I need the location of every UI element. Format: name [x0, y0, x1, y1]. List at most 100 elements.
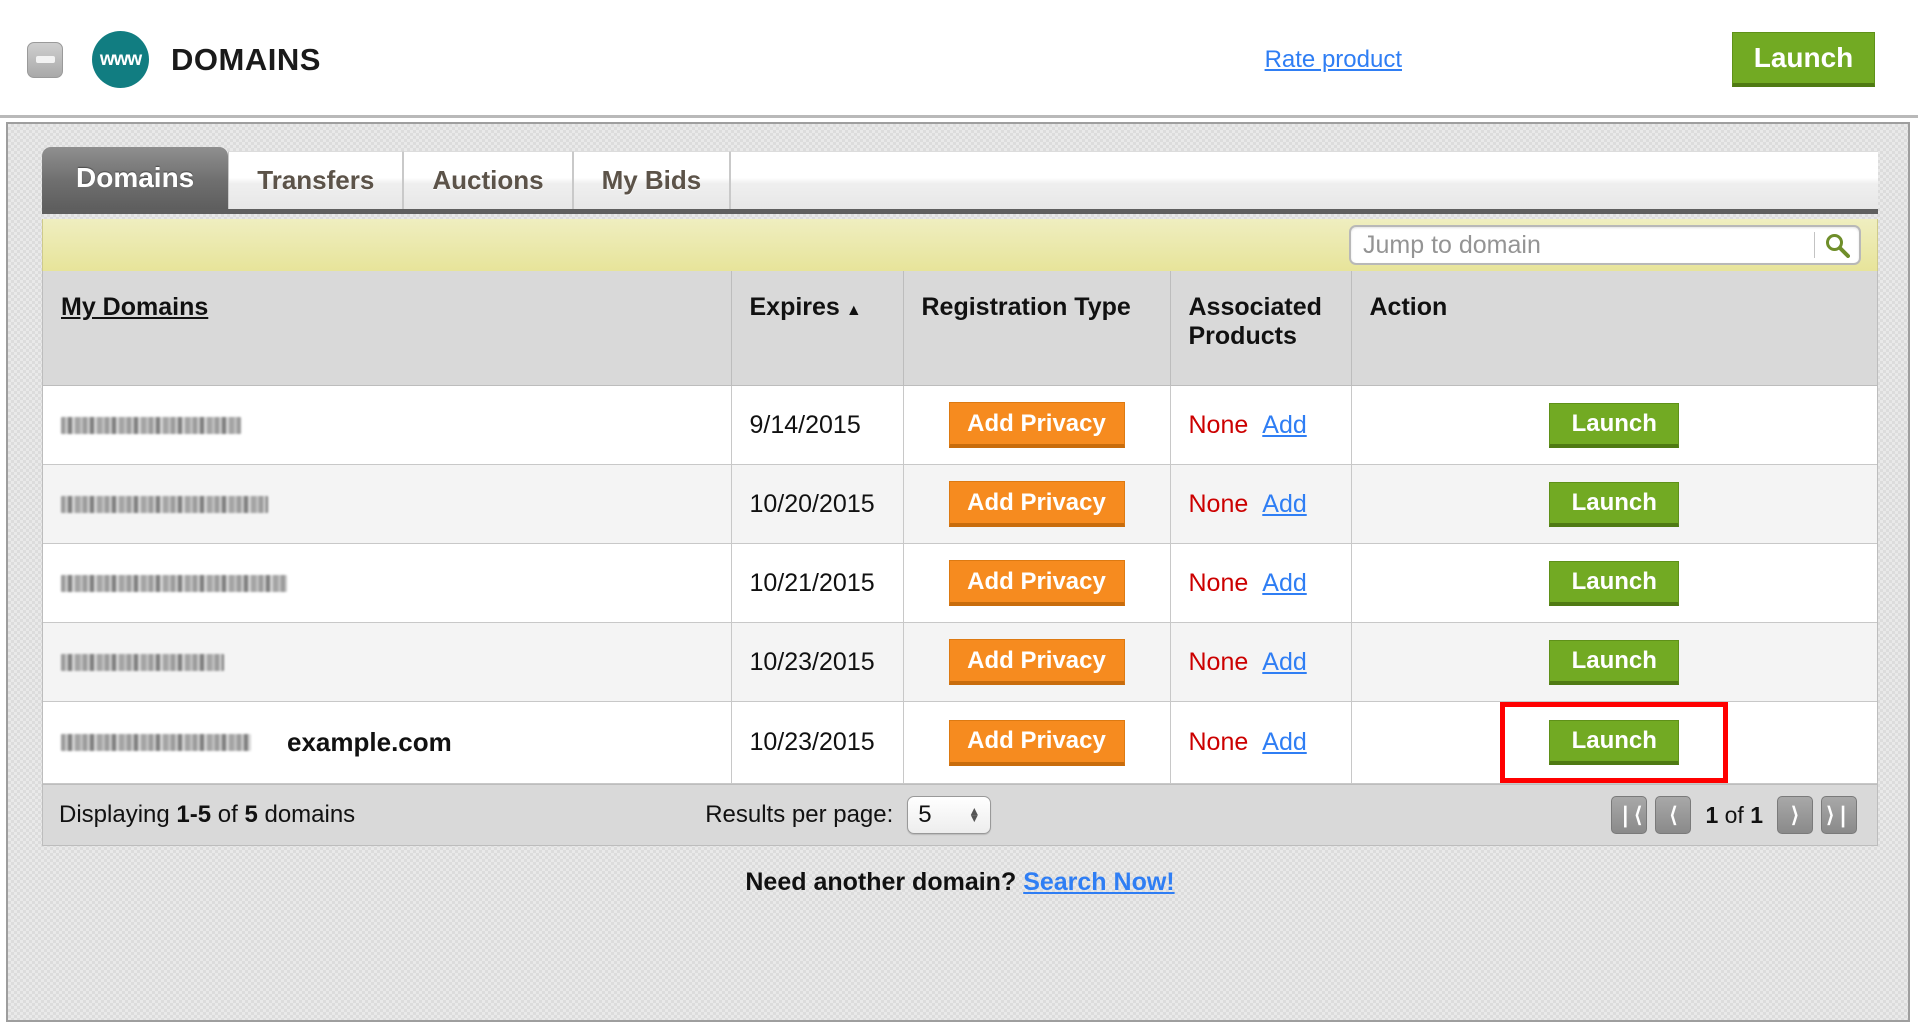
tab-auctions[interactable]: Auctions [403, 151, 573, 209]
next-page-button[interactable]: ⟩ [1777, 796, 1813, 834]
row-launch-button[interactable]: Launch [1549, 720, 1680, 765]
header-launch-button[interactable]: Launch [1732, 32, 1875, 87]
domains-table: My Domains Expires ▲ Registration Type As… [43, 271, 1877, 784]
search-icon[interactable] [1815, 227, 1859, 263]
cell-associated-products: None Add [1170, 385, 1352, 465]
cell-associated-products: None Add [1170, 464, 1352, 544]
collapse-icon[interactable] [27, 41, 63, 78]
tab-domains[interactable]: Domains [42, 147, 229, 209]
displaying-count: Displaying 1-5 of 5 domains [59, 801, 355, 829]
redacted-domain-name [61, 496, 268, 514]
column-header-my-domains-label[interactable]: My Domains [61, 293, 209, 321]
cell-domain[interactable] [43, 543, 732, 623]
domains-table-body: 9/14/2015 Add Privacy None Add Launch 10/20/2… [43, 385, 1877, 784]
tab-transfers[interactable]: Transfers [228, 151, 404, 209]
add-privacy-button[interactable]: Add Privacy [948, 560, 1125, 606]
expiry-date: 10/23/2015 [749, 647, 875, 676]
cell-expires: 10/21/2015 [731, 543, 904, 623]
add-privacy-button[interactable]: Add Privacy [948, 639, 1125, 685]
displaying-total: 5 [244, 801, 258, 828]
add-associated-product-link[interactable]: Add [1262, 647, 1307, 676]
field-divider [1814, 232, 1815, 258]
column-header-registration-type-label: Registration Type [921, 293, 1131, 321]
row-launch-button[interactable]: Launch [1549, 560, 1680, 606]
cell-expires: 9/14/2015 [731, 385, 904, 465]
cell-registration-type: Add Privacy [903, 385, 1171, 465]
row-launch-button[interactable]: Launch [1549, 639, 1680, 685]
column-header-expires-label: Expires [749, 293, 840, 321]
add-associated-product-link[interactable]: Add [1262, 568, 1307, 597]
search-input[interactable] [1351, 229, 1814, 261]
redacted-domain-name [61, 417, 241, 435]
expiry-date: 9/14/2015 [749, 410, 861, 439]
add-associated-product-link[interactable]: Add [1262, 489, 1307, 518]
add-associated-product-link[interactable]: Add [1262, 728, 1307, 756]
column-header-action-label: Action [1369, 293, 1448, 321]
jump-to-domain-bar [42, 219, 1878, 271]
page-current: 1 [1705, 801, 1719, 828]
table-row: example.com 10/23/2015 Add Privacy None Add L… [43, 701, 1877, 784]
table-row: 10/20/2015 Add Privacy None Add Launch [43, 464, 1877, 544]
www-logo-icon: www [92, 31, 149, 88]
pagination-controls: ❘⟨ ⟨ 1 of 1 ⟩ ⟩❘ [1607, 796, 1861, 834]
add-privacy-button[interactable]: Add Privacy [948, 481, 1125, 527]
column-header-action: Action [1351, 271, 1877, 386]
associated-products-value: None [1188, 647, 1249, 676]
cell-domain[interactable] [43, 622, 732, 702]
last-page-button[interactable]: ⟩❘ [1821, 796, 1857, 834]
rate-product-link[interactable]: Rate product [1264, 45, 1402, 73]
results-per-page-select[interactable]: 5 ▲ ▼ [907, 796, 992, 834]
launch-button-highlight: Launch [1500, 702, 1729, 783]
displaying-prefix: Displaying [59, 801, 177, 828]
cell-expires: 10/23/2015 [731, 701, 904, 784]
domain-annotation-label: example.com [287, 727, 452, 757]
add-privacy-button[interactable]: Add Privacy [948, 719, 1125, 766]
expiry-date: 10/21/2015 [749, 568, 875, 597]
displaying-suffix: domains [257, 801, 356, 828]
expiry-date: 10/20/2015 [749, 489, 875, 518]
cell-associated-products: None Add [1170, 543, 1352, 623]
cell-registration-type: Add Privacy [903, 622, 1171, 702]
cell-expires: 10/20/2015 [731, 464, 904, 544]
column-header-registration-type: Registration Type [903, 271, 1171, 386]
tab-bar-filler [730, 151, 1878, 209]
column-header-expires[interactable]: Expires ▲ [731, 271, 904, 386]
expiry-date: 10/23/2015 [749, 728, 875, 756]
cell-domain[interactable] [43, 385, 732, 465]
domains-table-wrapper: My Domains Expires ▲ Registration Type As… [42, 271, 1878, 784]
cell-domain[interactable] [43, 464, 732, 544]
cell-action: Launch [1351, 464, 1877, 544]
cell-registration-type: Add Privacy [903, 543, 1171, 623]
previous-page-button[interactable]: ⟨ [1655, 796, 1692, 834]
column-header-my-domains[interactable]: My Domains [43, 271, 732, 386]
cell-action: Launch [1351, 385, 1877, 465]
displaying-range: 1-5 [176, 801, 212, 828]
cell-expires: 10/23/2015 [731, 622, 904, 702]
displaying-mid: of [211, 801, 245, 828]
tab-bar: Domains Transfers Auctions My Bids [42, 147, 1878, 214]
app-header: www DOMAINS Rate product Launch [0, 4, 1918, 118]
jump-to-domain-field[interactable] [1349, 225, 1861, 265]
associated-products-value: None [1188, 489, 1249, 518]
add-privacy-button[interactable]: Add Privacy [948, 402, 1125, 448]
table-row: 10/21/2015 Add Privacy None Add Launch [43, 543, 1877, 623]
redacted-domain-name [61, 575, 287, 593]
redacted-domain-name [61, 654, 224, 672]
associated-products-value: None [1188, 568, 1249, 597]
need-another-domain-text: Need another domain? [745, 868, 1017, 896]
row-launch-button[interactable]: Launch [1549, 402, 1680, 448]
cell-action: Launch [1351, 622, 1877, 702]
search-now-link[interactable]: Search Now! [1023, 868, 1175, 896]
cell-domain[interactable]: example.com [43, 701, 732, 784]
cell-action: Launch [1351, 543, 1877, 623]
add-associated-product-link[interactable]: Add [1262, 410, 1307, 439]
row-launch-button[interactable]: Launch [1549, 481, 1680, 527]
tab-my-bids[interactable]: My Bids [572, 151, 731, 209]
sort-ascending-icon: ▲ [845, 302, 862, 319]
page-title: DOMAINS [171, 41, 321, 77]
column-header-associated-products: Associated Products [1170, 271, 1352, 386]
first-page-button[interactable]: ❘⟨ [1611, 796, 1648, 834]
cell-associated-products: None Add [1170, 622, 1352, 702]
results-per-page-value: 5 [918, 801, 932, 828]
